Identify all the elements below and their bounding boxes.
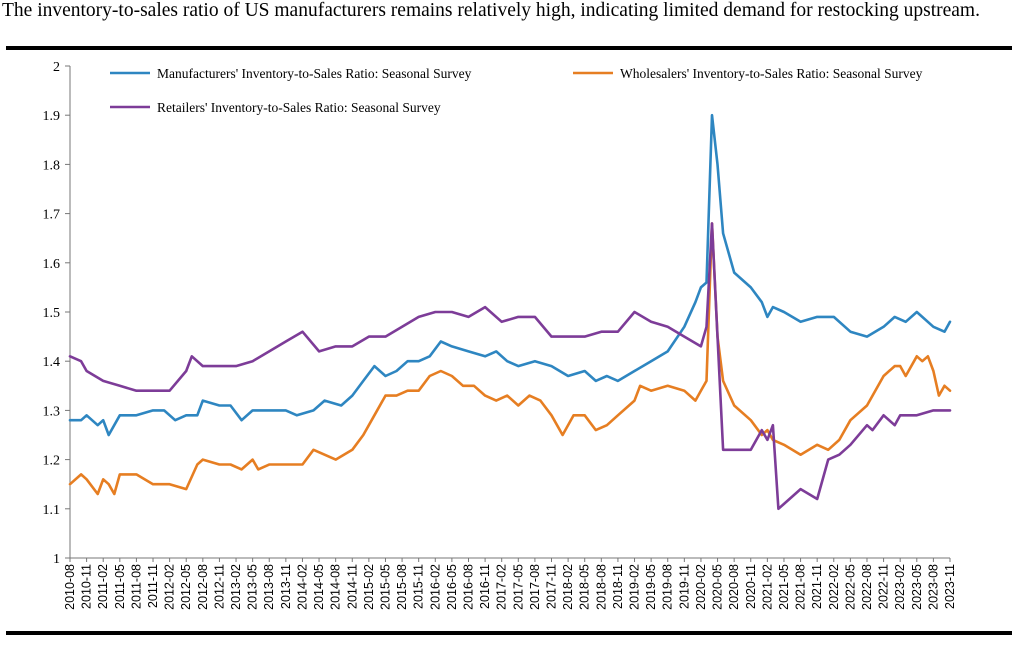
- x-tick-label: 2022-08: [860, 564, 874, 610]
- x-tick-label: 2018-08: [594, 564, 608, 610]
- x-tick-label: 2022-02: [827, 564, 841, 610]
- series-line-2: [68, 222, 952, 496]
- y-tick-label: 1.3: [43, 404, 61, 419]
- x-tick-label: 2013-08: [262, 564, 276, 610]
- legend: Manufacturers' Inventory-to-Sales Ratio:…: [110, 66, 923, 115]
- x-tick-label: 2016-11: [478, 564, 492, 609]
- x-tick-label: 2014-11: [345, 564, 359, 609]
- legend-label-2: Wholesalers' Inventory-to-Sales Ratio: S…: [620, 66, 923, 81]
- x-tick-label: 2020-08: [727, 564, 741, 610]
- series-lines: [68, 113, 952, 511]
- y-tick-label: 1.4: [43, 355, 61, 370]
- x-tick-label: 2010-11: [80, 564, 94, 609]
- y-tick-label: 2: [53, 60, 60, 75]
- x-tick-label: 2018-05: [578, 564, 592, 610]
- top-rule: [6, 46, 1012, 50]
- x-tick-label: 2014-02: [295, 564, 309, 610]
- x-tick-label: 2016-05: [445, 564, 459, 610]
- x-tick-label: 2023-02: [893, 564, 907, 610]
- x-tick-label: 2013-02: [229, 564, 243, 610]
- x-tick-label: 2019-05: [644, 564, 658, 610]
- bottom-rule: [6, 631, 1012, 635]
- x-tick-label: 2020-02: [694, 564, 708, 610]
- series-line-3: [68, 222, 952, 511]
- x-tick-label: 2020-11: [744, 564, 758, 609]
- x-tick-label: 2015-11: [412, 564, 426, 609]
- x-tick-label: 2014-08: [329, 564, 343, 610]
- x-tick-label: 2012-05: [179, 564, 193, 610]
- y-tick-label: 1.6: [43, 257, 61, 272]
- x-tick-label: 2010-08: [63, 564, 77, 610]
- x-tick-label: 2016-02: [428, 564, 442, 610]
- y-tick-label: 1.8: [43, 158, 61, 173]
- x-tick-label: 2021-11: [810, 564, 824, 609]
- x-tick-label: 2015-02: [362, 564, 376, 610]
- x-tick-label: 2022-11: [877, 564, 891, 609]
- y-tick-label: 1.1: [43, 503, 61, 518]
- x-tick-label: 2021-05: [777, 564, 791, 610]
- x-tick-label: 2023-11: [943, 564, 957, 609]
- x-tick-label: 2011-02: [96, 564, 110, 609]
- x-tick-label: 2011-05: [113, 564, 127, 609]
- axes: 1 1.1 1.2 1.3 1.4 1.5 1.6 1.7 1.8 1.9 2 2010-08 2010…: [43, 60, 958, 610]
- x-tick-label: 2019-02: [628, 564, 642, 610]
- x-tick-label: 2020-05: [711, 564, 725, 610]
- x-tick-label: 2018-02: [561, 564, 575, 610]
- legend-label-1: Manufacturers' Inventory-to-Sales Ratio:…: [157, 66, 472, 81]
- y-tick-label: 1.5: [43, 306, 61, 321]
- x-tick-label: 2012-02: [163, 564, 177, 610]
- x-tick-label: 2016-08: [461, 564, 475, 610]
- x-tick-label: 2017-02: [495, 564, 509, 610]
- x-tick-label: 2017-08: [528, 564, 542, 610]
- x-tick-label: 2011-11: [146, 564, 160, 608]
- y-tick-label: 1.9: [43, 109, 61, 124]
- x-tick-label: 2021-02: [760, 564, 774, 610]
- x-tick-label: 2012-11: [212, 564, 226, 609]
- x-tick-label: 2022-05: [843, 564, 857, 610]
- series-line-1: [68, 113, 952, 437]
- legend-label-3: Retailers' Inventory-to-Sales Ratio: Sea…: [157, 100, 441, 115]
- x-tick-label: 2023-05: [910, 564, 924, 610]
- y-tick-label: 1.2: [43, 454, 61, 469]
- y-tick-label: 1.7: [43, 208, 61, 223]
- x-tick-label: 2019-11: [677, 564, 691, 609]
- x-tick-label: 2021-08: [794, 564, 808, 610]
- x-tick-label: 2012-08: [196, 564, 210, 610]
- x-tick-label: 2013-11: [279, 564, 293, 609]
- chart-headline: The inventory-to-sales ratio of US manuf…: [2, 0, 980, 21]
- x-tick-label: 2017-11: [545, 564, 559, 609]
- x-tick-label: 2018-11: [611, 564, 625, 609]
- x-tick-label: 2011-08: [129, 564, 143, 609]
- x-tick-label: 2014-05: [312, 564, 326, 610]
- x-tick-label: 2015-05: [378, 564, 392, 610]
- x-tick-label: 2013-05: [246, 564, 260, 610]
- x-tick-label: 2019-08: [661, 564, 675, 610]
- x-tick-label: 2023-08: [926, 564, 940, 610]
- y-tick-label: 1: [53, 552, 60, 567]
- x-tick-label: 2015-08: [395, 564, 409, 610]
- x-tick-label: 2017-05: [511, 564, 525, 610]
